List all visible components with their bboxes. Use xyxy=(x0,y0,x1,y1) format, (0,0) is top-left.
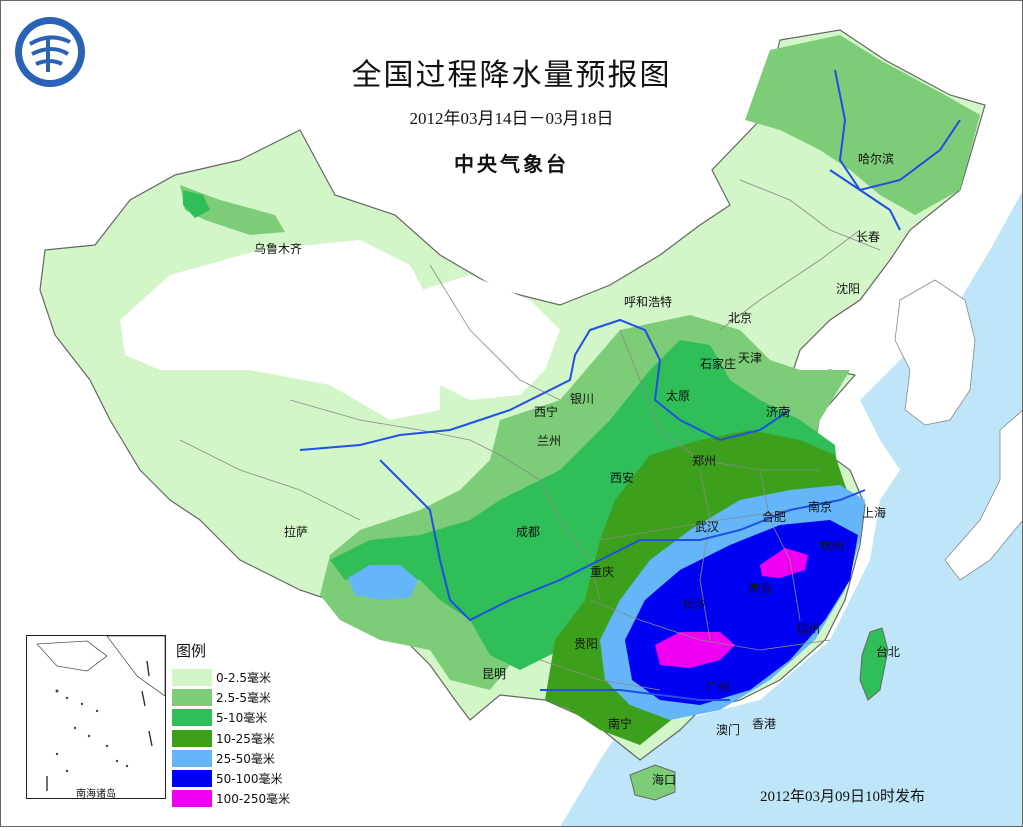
city-label: 西安 xyxy=(610,471,635,485)
rain-2-5-xinjiang xyxy=(180,185,285,235)
no-rain-inner-mongolia xyxy=(390,275,560,400)
rain-5-10-xinjiang-nw xyxy=(183,190,210,218)
rivers xyxy=(299,69,961,701)
legend-label: 25-50毫米 xyxy=(216,751,275,766)
city-label: 北京 xyxy=(728,311,753,325)
legend-swatch xyxy=(172,770,212,788)
korea-land xyxy=(894,279,976,426)
map-title: 全国过程降水量预报图 xyxy=(351,58,672,93)
rain-25-50-west xyxy=(348,565,418,600)
city-label: 沈阳 xyxy=(836,282,861,296)
city-label: 银川 xyxy=(570,392,595,406)
legend-swatch xyxy=(172,729,212,747)
songhua-river xyxy=(829,169,901,231)
legend: 图例 0-2.5毫米 2.5-5毫米 5-10毫米 10-25毫米 25-50毫… xyxy=(172,640,322,809)
rain-100-250-jiangxi xyxy=(760,548,808,578)
south-china-sea-inset xyxy=(26,635,166,799)
yellow-river xyxy=(299,318,791,451)
city-label: 广州 xyxy=(706,680,731,694)
city-label: 海口 xyxy=(652,773,677,787)
city-label: 长春 xyxy=(856,230,881,244)
legend-label: 2.5-5毫米 xyxy=(216,690,272,705)
city-label: 福州 xyxy=(796,622,821,636)
city-label: 哈尔滨 xyxy=(858,152,895,166)
city-label: 武汉 xyxy=(695,520,720,534)
legend-item: 5-10毫米 xyxy=(172,708,322,728)
city-label: 呼和浩特 xyxy=(624,295,673,309)
legend-swatch xyxy=(172,709,212,727)
city-label: 澳门 xyxy=(716,723,741,737)
rain-2-5-northeast xyxy=(745,35,980,215)
city-label: 太原 xyxy=(666,389,691,403)
city-label: 杭州 xyxy=(820,539,845,553)
city-label: 南宁 xyxy=(608,717,633,731)
yangtze-river xyxy=(379,459,866,622)
legend-item: 0-2.5毫米 xyxy=(172,667,322,687)
legend-item: 10-25毫米 xyxy=(172,728,322,748)
legend-label: 10-25毫米 xyxy=(216,731,275,746)
city-label: 成都 xyxy=(516,525,541,539)
forecast-date-range: 2012年03月14日－03月18日 xyxy=(409,109,614,128)
legend-title: 图例 xyxy=(176,642,207,660)
city-label: 西宁 xyxy=(534,405,559,419)
city-label: 重庆 xyxy=(590,565,615,579)
legend-label: 0-2.5毫米 xyxy=(216,670,272,685)
inset-label: 南海诸岛 xyxy=(76,789,116,800)
no-rain-tarim xyxy=(120,240,440,420)
inset-map xyxy=(27,635,166,798)
city-label: 乌鲁木齐 xyxy=(254,242,303,256)
city-label: 郑州 xyxy=(692,454,717,468)
city-label: 石家庄 xyxy=(700,357,737,371)
city-label: 长沙 xyxy=(682,597,707,611)
city-label: 香港 xyxy=(752,717,777,731)
sea-area xyxy=(560,190,1023,827)
legend-label: 100-250毫米 xyxy=(216,792,291,807)
province-borders xyxy=(179,179,881,691)
city-label: 南京 xyxy=(808,500,833,514)
city-label: 昆明 xyxy=(482,667,507,681)
issue-time: 2012年03月09日10时发布 xyxy=(760,789,926,805)
issuer-name: 中央气象台 xyxy=(454,152,569,176)
city-label: 上海 xyxy=(862,506,887,520)
city-label: 天津 xyxy=(738,351,763,365)
hainan-island xyxy=(629,764,676,801)
legend-item: 100-250毫米 xyxy=(172,789,322,809)
legend-item: 50-100毫米 xyxy=(172,768,322,788)
rain-100-250-hunan xyxy=(655,632,735,668)
city-label: 济南 xyxy=(766,405,791,419)
legend-swatch xyxy=(172,790,212,808)
legend-label: 50-100毫米 xyxy=(216,772,283,787)
city-label: 合肥 xyxy=(762,510,787,524)
city-label: 贵阳 xyxy=(574,637,599,651)
legend-swatch xyxy=(172,688,212,706)
legend-swatch xyxy=(172,749,212,767)
legend-item: 25-50毫米 xyxy=(172,748,322,768)
city-label: 南昌 xyxy=(748,582,773,596)
legend-item: 2.5-5毫米 xyxy=(172,687,322,707)
rain-5-10-central xyxy=(330,340,840,670)
city-label: 拉萨 xyxy=(284,525,309,539)
legend-swatch xyxy=(172,668,212,686)
japan-land xyxy=(944,409,1023,581)
city-label: 台北 xyxy=(876,645,901,659)
legend-label: 5-10毫米 xyxy=(216,711,268,726)
cma-logo-icon xyxy=(15,17,85,87)
taiwan-island xyxy=(859,627,889,701)
pearl-river xyxy=(540,689,730,701)
city-label: 兰州 xyxy=(537,434,562,448)
